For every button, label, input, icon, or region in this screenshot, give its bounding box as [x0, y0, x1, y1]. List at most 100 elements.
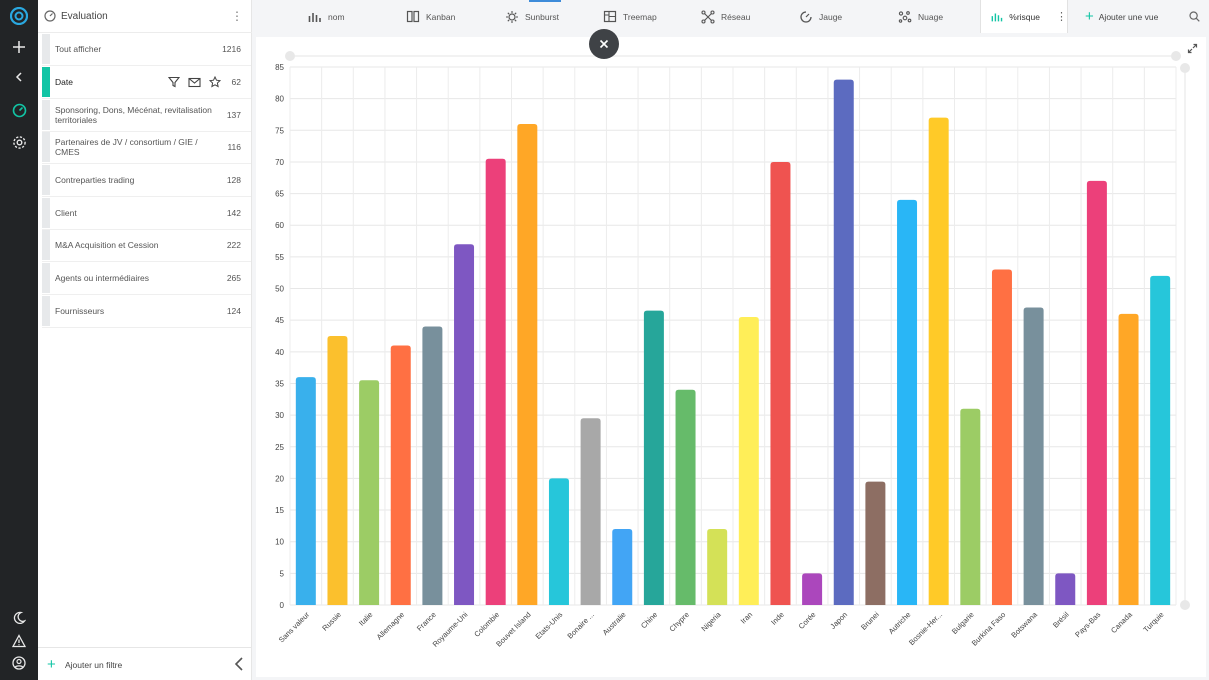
y-tick-label: 75 [275, 126, 284, 135]
tab-nom[interactable]: nom [308, 0, 345, 33]
tab-nuage[interactable]: Nuage [898, 0, 943, 33]
slider-handle-top[interactable] [1180, 63, 1190, 73]
more-options-icon[interactable]: ⋮ [231, 9, 243, 23]
settings-gear-icon[interactable] [9, 132, 29, 152]
expand-fullscreen-icon[interactable] [1187, 43, 1198, 54]
filter-item[interactable]: Agents ou intermédiaires 265 [42, 262, 251, 295]
x-tick-label: Bulgarie [950, 610, 976, 636]
bar[interactable] [390, 345, 411, 605]
dark-mode-moon-icon[interactable] [9, 608, 29, 628]
bar[interactable] [422, 326, 443, 605]
logo-icon[interactable] [9, 6, 29, 26]
tab-kanban[interactable]: Kanban [406, 0, 455, 33]
filter-color-bar [42, 67, 50, 97]
view-tabs: nom Kanban Sunburst Treemap Réseau Jauge Nuage… [253, 0, 1209, 33]
search-icon[interactable] [1189, 11, 1200, 22]
bar[interactable] [770, 161, 791, 606]
tab-label: Kanban [426, 11, 456, 22]
y-tick-label: 15 [275, 506, 284, 515]
bar[interactable] [548, 478, 569, 605]
bar[interactable] [1055, 573, 1076, 605]
bar[interactable] [738, 317, 759, 605]
add-filter-button[interactable]: Ajouter un filtre [65, 660, 123, 670]
bar[interactable] [612, 529, 633, 605]
add-view-button[interactable]: + Ajouter une vue [1085, 0, 1158, 33]
tab-jauge[interactable]: Jauge [799, 0, 842, 33]
filter-item[interactable]: Date 62 [42, 66, 251, 99]
bar[interactable] [928, 117, 949, 606]
bar[interactable] [517, 123, 538, 605]
x-tick-label: Sans valeur [277, 610, 312, 645]
filter-item[interactable]: Tout afficher 1216 [42, 33, 251, 66]
filter-color-bar [42, 296, 50, 326]
filter-count: 137 [226, 110, 241, 120]
y-tick-label: 85 [275, 63, 284, 72]
filter-color-bar [42, 165, 50, 195]
filter-count: 62 [231, 77, 241, 87]
slider-handle-left[interactable] [285, 51, 295, 61]
slider-handle-right[interactable] [1171, 51, 1181, 61]
x-tick-label: Chine [639, 610, 659, 630]
mail-envelope-icon[interactable] [188, 77, 201, 88]
x-tick-label: Inde [769, 610, 786, 627]
bar[interactable] [991, 269, 1012, 605]
tab-label: Jauge [819, 11, 843, 22]
bar[interactable] [802, 573, 823, 605]
filter-count: 265 [226, 273, 241, 283]
filter-count: 1216 [222, 44, 241, 54]
x-tick-label: Bonaire ... [565, 610, 596, 641]
tab-risque[interactable]: %risque ⋮ [980, 0, 1068, 33]
slider-handle-bottom[interactable] [1180, 600, 1190, 610]
y-tick-label: 40 [275, 348, 284, 357]
dashboard-icon[interactable] [9, 100, 29, 120]
filter-item[interactable]: Contreparties trading 128 [42, 164, 251, 197]
add-icon[interactable] [9, 37, 29, 57]
bar[interactable] [1023, 307, 1044, 605]
filter-item[interactable]: Client 142 [42, 197, 251, 230]
bar[interactable] [960, 408, 981, 605]
y-tick-label: 20 [275, 474, 284, 483]
tab-sunburst[interactable]: Sunburst [505, 0, 559, 33]
bar[interactable] [707, 529, 728, 605]
user-account-icon[interactable] [9, 653, 29, 673]
treemap-icon [603, 10, 617, 22]
tab-rseau[interactable]: Réseau [701, 0, 750, 33]
bar[interactable] [485, 158, 506, 605]
filter-item[interactable]: M&A Acquisition et Cession 222 [42, 229, 251, 262]
filter-item[interactable]: Sponsoring, Dons, Mécénat, revitalisatio… [42, 99, 251, 132]
bar[interactable] [897, 199, 918, 605]
favorite-star-icon[interactable] [209, 76, 221, 88]
bar[interactable] [359, 380, 380, 605]
filter-label: Contreparties trading [55, 175, 135, 185]
bar[interactable] [1086, 180, 1107, 605]
x-tick-label: Bosnie-Her... [907, 610, 944, 647]
bar[interactable] [327, 336, 348, 605]
chevron-left-icon[interactable] [9, 67, 29, 87]
filter-item[interactable]: Fournisseurs 124 [42, 295, 251, 328]
alert-warning-icon[interactable] [9, 631, 29, 651]
y-tick-label: 25 [275, 443, 284, 452]
filter-item[interactable]: Partenaires de JV / consortium / GIE / C… [42, 131, 251, 164]
tab-more-options-icon[interactable]: ⋮ [1056, 11, 1067, 23]
bar[interactable] [580, 418, 601, 605]
bar[interactable] [833, 79, 854, 606]
bar[interactable] [295, 377, 316, 605]
panel-footer: + Ajouter un filtre [38, 647, 252, 680]
tab-treemap[interactable]: Treemap [603, 0, 657, 33]
bar[interactable] [1150, 275, 1171, 605]
bar[interactable] [454, 244, 475, 606]
filter-funnel-icon[interactable] [168, 76, 180, 88]
x-tick-label: Russie [320, 610, 343, 633]
bar[interactable] [1118, 313, 1139, 605]
x-tick-label: Turquie [1141, 610, 1165, 634]
tab-scroll-indicator [529, 0, 561, 2]
bar[interactable] [675, 389, 696, 605]
y-tick-label: 10 [275, 538, 284, 547]
collapse-panel-chevron-icon[interactable] [233, 656, 245, 672]
panel-title: Evaluation [61, 10, 108, 22]
add-filter-plus-icon[interactable]: + [47, 656, 56, 673]
bar[interactable] [865, 481, 886, 605]
bar[interactable] [643, 310, 664, 605]
close-button[interactable] [589, 29, 619, 59]
filter-color-bar [42, 198, 50, 228]
